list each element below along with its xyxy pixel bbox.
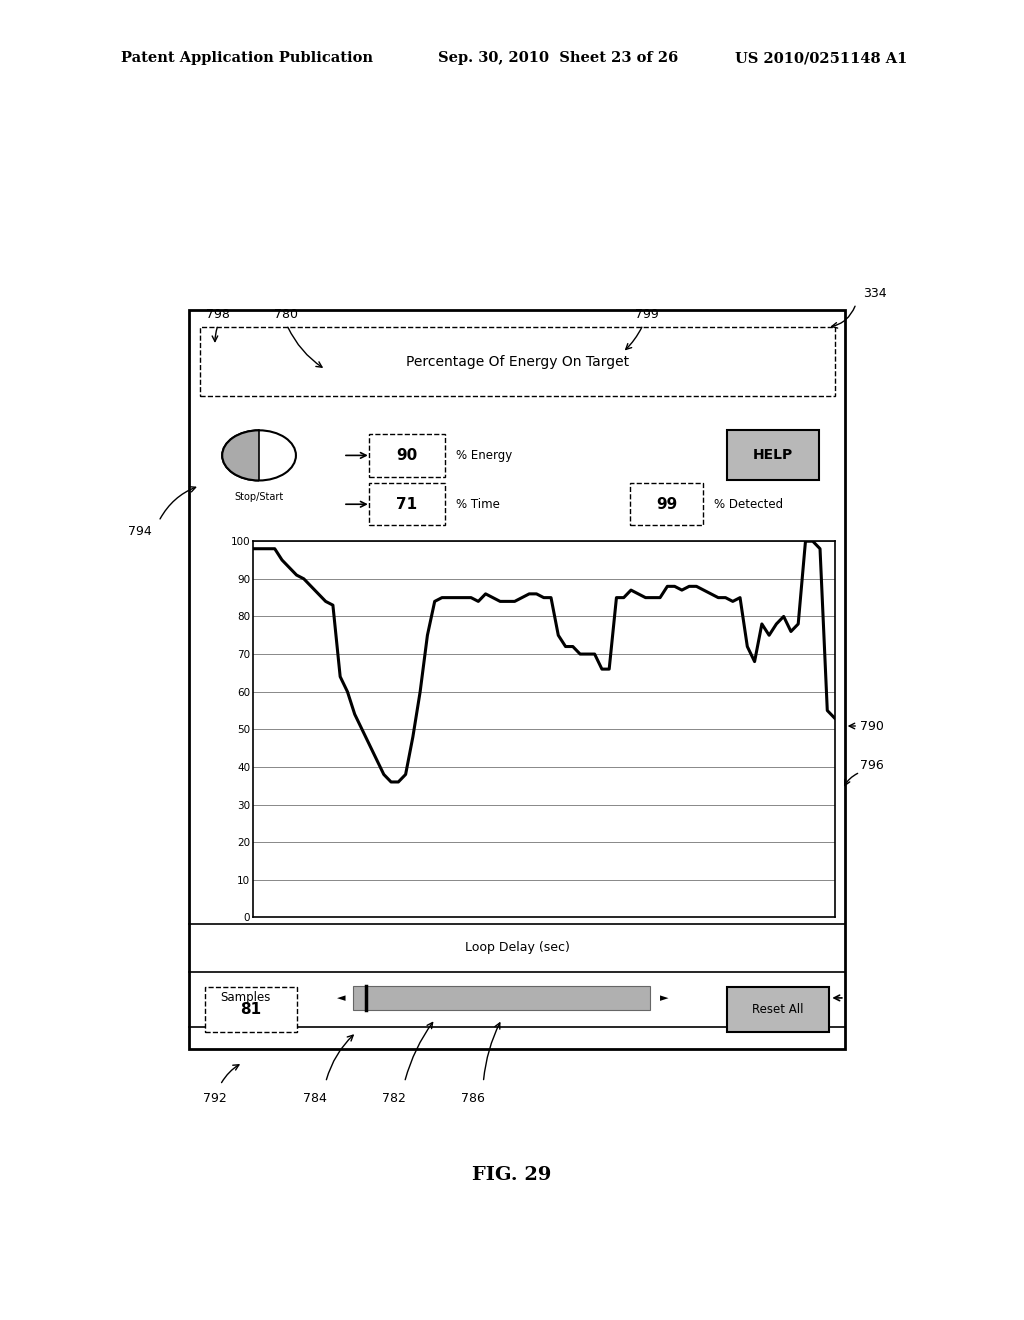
Text: Sep. 30, 2010  Sheet 23 of 26: Sep. 30, 2010 Sheet 23 of 26 — [438, 51, 679, 65]
Text: % Time: % Time — [456, 498, 500, 511]
Text: ◄: ◄ — [337, 993, 345, 1003]
Text: ►: ► — [660, 993, 669, 1003]
Text: Reset All: Reset All — [753, 1003, 804, 1016]
Text: % Energy: % Energy — [456, 449, 512, 462]
Text: 790: 790 — [860, 719, 884, 733]
Text: 799: 799 — [635, 308, 658, 321]
FancyBboxPatch shape — [205, 987, 297, 1032]
FancyBboxPatch shape — [200, 327, 835, 396]
Text: HELP: HELP — [753, 449, 794, 462]
Text: 784: 784 — [303, 1092, 328, 1105]
Ellipse shape — [222, 430, 296, 480]
FancyBboxPatch shape — [727, 987, 829, 1032]
Text: % Detected: % Detected — [714, 498, 783, 511]
Text: 786: 786 — [461, 1092, 485, 1105]
FancyBboxPatch shape — [369, 434, 445, 477]
Text: Stop/Start: Stop/Start — [234, 492, 284, 503]
FancyBboxPatch shape — [189, 310, 845, 1049]
FancyBboxPatch shape — [630, 483, 703, 525]
Text: 794: 794 — [128, 525, 152, 539]
Text: 71: 71 — [396, 496, 418, 512]
Text: 796: 796 — [860, 759, 884, 772]
FancyBboxPatch shape — [727, 430, 819, 480]
Text: 334: 334 — [863, 286, 887, 300]
FancyBboxPatch shape — [353, 986, 650, 1010]
FancyBboxPatch shape — [369, 483, 445, 525]
Text: Patent Application Publication: Patent Application Publication — [121, 51, 373, 65]
Text: 798: 798 — [206, 308, 230, 321]
Ellipse shape — [222, 430, 296, 480]
Text: 792: 792 — [203, 1092, 227, 1105]
Text: 90: 90 — [396, 447, 418, 463]
Text: 782: 782 — [382, 1092, 407, 1105]
FancyBboxPatch shape — [259, 429, 297, 482]
Text: US 2010/0251148 A1: US 2010/0251148 A1 — [735, 51, 907, 65]
Text: Percentage Of Energy On Target: Percentage Of Energy On Target — [406, 355, 629, 368]
Text: Samples: Samples — [220, 991, 270, 1005]
Text: Loop Delay (sec): Loop Delay (sec) — [465, 941, 569, 954]
Text: 99: 99 — [656, 496, 677, 512]
Text: 780: 780 — [274, 308, 298, 321]
Text: FIG. 29: FIG. 29 — [472, 1166, 552, 1184]
Text: 81: 81 — [241, 1002, 261, 1018]
